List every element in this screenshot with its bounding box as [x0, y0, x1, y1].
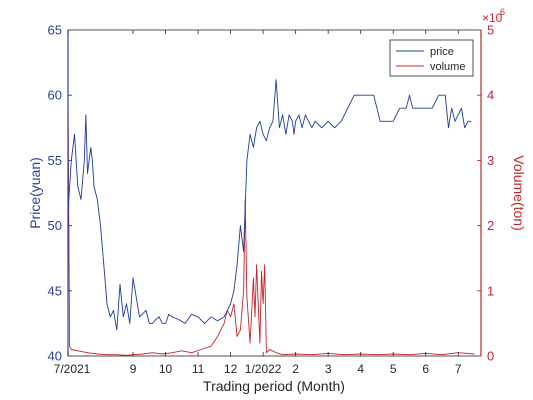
right-tick-label: 4	[487, 88, 494, 103]
left-tick-label: 60	[48, 88, 62, 103]
x-tick-label: 9	[130, 362, 137, 376]
left-tick-label: 65	[48, 23, 62, 38]
legend: price volume	[389, 39, 474, 77]
right-tick-label: 2	[487, 218, 494, 233]
left-tick-label: 50	[48, 218, 62, 233]
right-axis-ticks: 0 1 2 3 4 5	[477, 23, 494, 364]
right-tick-label: 1	[487, 283, 494, 298]
x-axis-ticks: 7/2021 9 10 11 12 1/2022 2 3 4 5 6 7	[54, 30, 462, 376]
exponent-base: ×10	[482, 11, 503, 25]
x-tick-label: 2	[292, 362, 299, 376]
right-axis-label: Volume(ton)	[511, 155, 527, 230]
right-tick-label: 0	[487, 349, 494, 364]
x-tick-label: 10	[159, 362, 173, 376]
x-axis-label: Trading period (Month)	[203, 378, 345, 394]
left-axis-label: Price(yuan)	[27, 157, 43, 229]
legend-box	[389, 39, 474, 77]
legend-volume-label: volume	[430, 61, 465, 73]
left-axis-ticks: 40 45 50 55 60 65	[48, 23, 72, 364]
x-tick-label: 3	[325, 362, 332, 376]
series-layer	[67, 79, 475, 356]
x-tick-label: 11	[192, 362, 205, 376]
plot-background	[68, 30, 481, 356]
x-tick-label: 7/2021	[54, 362, 91, 376]
left-tick-label: 40	[48, 349, 62, 364]
left-tick-label: 55	[48, 153, 62, 168]
series-line-price	[67, 79, 472, 331]
exponent-power: 6	[500, 7, 505, 17]
legend-price-label: price	[430, 46, 454, 58]
x-tick-label: 1/2022	[245, 362, 282, 376]
left-tick-label: 45	[48, 283, 62, 298]
x-tick-label: 12	[224, 362, 238, 376]
x-tick-label: 7	[455, 362, 462, 376]
right-axis-exponent: ×10 6	[482, 7, 505, 25]
right-tick-label: 5	[487, 23, 494, 38]
right-tick-label: 3	[487, 153, 494, 168]
x-tick-label: 6	[422, 362, 429, 376]
x-tick-label: 4	[357, 362, 364, 376]
x-tick-label: 5	[390, 362, 397, 376]
